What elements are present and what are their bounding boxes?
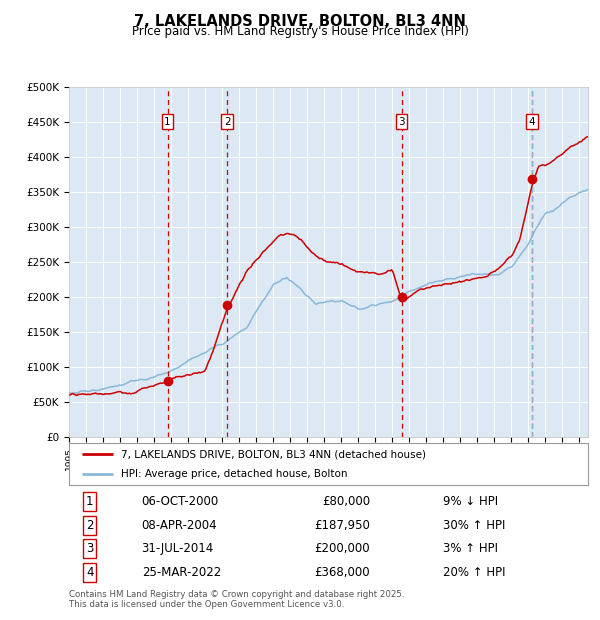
- Text: £368,000: £368,000: [314, 566, 370, 578]
- Text: Contains HM Land Registry data © Crown copyright and database right 2025.
This d: Contains HM Land Registry data © Crown c…: [69, 590, 404, 609]
- Text: 06-OCT-2000: 06-OCT-2000: [142, 495, 219, 508]
- Text: 7, LAKELANDS DRIVE, BOLTON, BL3 4NN: 7, LAKELANDS DRIVE, BOLTON, BL3 4NN: [134, 14, 466, 29]
- Text: £200,000: £200,000: [314, 542, 370, 555]
- Text: 2: 2: [86, 519, 94, 531]
- Text: HPI: Average price, detached house, Bolton: HPI: Average price, detached house, Bolt…: [121, 469, 347, 479]
- Text: 25-MAR-2022: 25-MAR-2022: [142, 566, 221, 578]
- Text: 7, LAKELANDS DRIVE, BOLTON, BL3 4NN (detached house): 7, LAKELANDS DRIVE, BOLTON, BL3 4NN (det…: [121, 450, 426, 459]
- Text: 2: 2: [224, 117, 230, 127]
- Text: 08-APR-2004: 08-APR-2004: [142, 519, 217, 531]
- Text: 4: 4: [86, 566, 94, 578]
- Text: 3: 3: [86, 542, 94, 555]
- Text: £187,950: £187,950: [314, 519, 370, 531]
- Text: £80,000: £80,000: [322, 495, 370, 508]
- Text: 3% ↑ HPI: 3% ↑ HPI: [443, 542, 497, 555]
- Text: Price paid vs. HM Land Registry's House Price Index (HPI): Price paid vs. HM Land Registry's House …: [131, 25, 469, 37]
- Text: 9% ↓ HPI: 9% ↓ HPI: [443, 495, 498, 508]
- Text: 1: 1: [164, 117, 171, 127]
- Text: 4: 4: [529, 117, 535, 127]
- Text: 20% ↑ HPI: 20% ↑ HPI: [443, 566, 505, 578]
- Text: 1: 1: [86, 495, 94, 508]
- Text: 30% ↑ HPI: 30% ↑ HPI: [443, 519, 505, 531]
- Text: 31-JUL-2014: 31-JUL-2014: [142, 542, 214, 555]
- Text: 3: 3: [398, 117, 405, 127]
